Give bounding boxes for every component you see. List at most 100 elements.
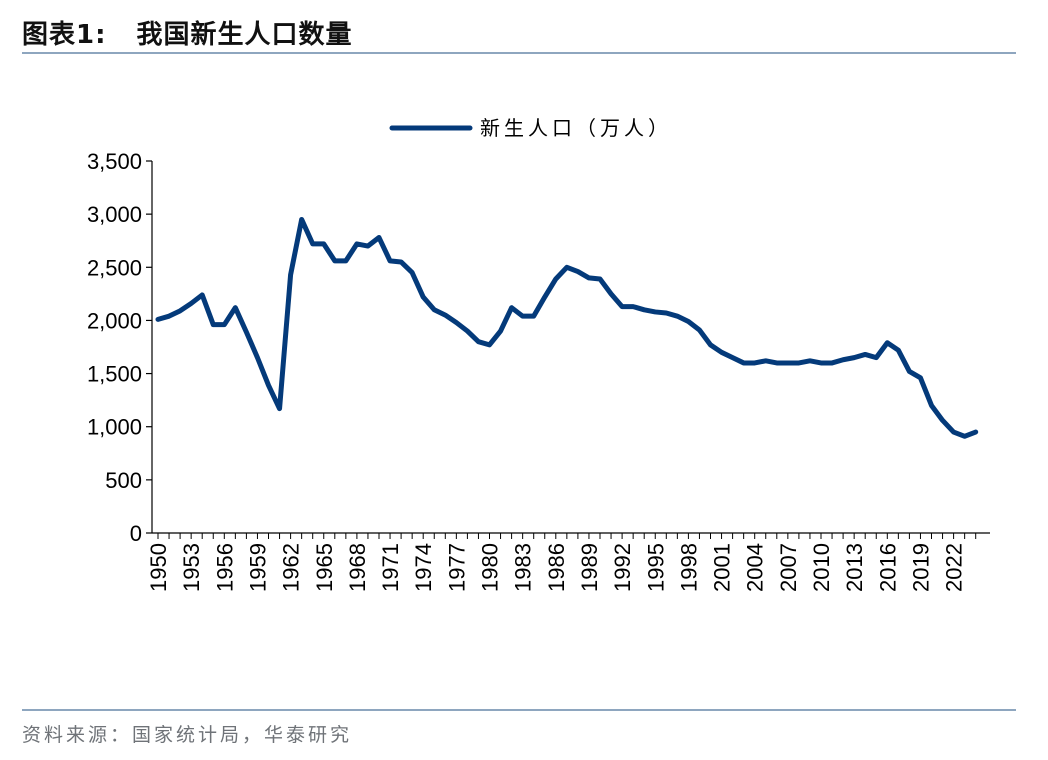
line-chart: 新生人口（万人） 0 500 1,000 1,500 2,000 2,500 3,000 3,…: [0, 0, 1048, 700]
y-tick-label: 2,500: [87, 255, 142, 280]
data-point-1960: [267, 383, 271, 387]
data-point-1966: [333, 259, 337, 263]
data-point-2018: [907, 369, 911, 373]
data-point-1996: [664, 311, 668, 315]
data-point-1988: [576, 270, 580, 274]
data-point-1954: [200, 293, 204, 297]
data-point-2009: [808, 359, 812, 363]
data-point-1964: [311, 242, 315, 246]
data-point-2015: [874, 356, 878, 360]
y-tick-label: 3,000: [87, 202, 142, 227]
data-point-1952: [178, 309, 182, 313]
y-tick-label: 3,500: [87, 149, 142, 174]
data-point-2005: [764, 359, 768, 363]
x-tick-label: 1974: [411, 543, 436, 592]
x-tick-label: 2022: [942, 543, 967, 592]
data-point-1986: [554, 277, 558, 281]
x-tick-label: 1971: [378, 543, 403, 592]
x-tick-label: 1962: [279, 543, 304, 592]
data-point-1998: [686, 319, 690, 323]
y-tick-label: 1,000: [87, 415, 142, 440]
x-tick-label: 1959: [245, 543, 270, 592]
data-point-2001: [720, 350, 724, 354]
data-point-1955: [211, 323, 215, 327]
x-tick-label: 1965: [312, 543, 337, 592]
data-point-1956: [222, 323, 226, 327]
data-point-2004: [753, 361, 757, 365]
data-point-2002: [731, 356, 735, 360]
data-point-1972: [399, 260, 403, 264]
data-point-1953: [189, 301, 193, 305]
data-point-1969: [366, 244, 370, 248]
data-point-1978: [465, 329, 469, 333]
data-point-1967: [344, 259, 348, 263]
data-point-1958: [244, 330, 248, 334]
x-tick-label: 1983: [511, 543, 536, 592]
data-point-2014: [863, 352, 867, 356]
data-point-1950: [156, 317, 160, 321]
data-point-1973: [410, 271, 414, 275]
data-point-1999: [697, 328, 701, 332]
x-tick-label: 1956: [212, 543, 237, 592]
data-point-1994: [642, 308, 646, 312]
x-tick-label: 1980: [478, 543, 503, 592]
data-point-1992: [620, 305, 624, 309]
data-point-2011: [830, 361, 834, 365]
x-tick-label: 2016: [875, 543, 900, 592]
x-tick-label: 2001: [710, 543, 735, 592]
data-point-1974: [421, 295, 425, 299]
data-point-1951: [167, 314, 171, 318]
data-point-1981: [499, 329, 503, 333]
data-point-1980: [488, 343, 492, 347]
y-tick-label: 0: [130, 521, 142, 546]
data-point-1985: [543, 295, 547, 299]
data-point-1982: [510, 306, 514, 310]
bottom-divider: [22, 709, 1016, 711]
x-tick-label: 2013: [842, 543, 867, 592]
x-tick-label: 1953: [179, 543, 204, 592]
x-tick-label: 1986: [544, 543, 569, 592]
data-point-1962: [289, 273, 293, 277]
data-point-1959: [255, 356, 259, 360]
data-point-1993: [631, 305, 635, 309]
data-point-1989: [587, 276, 591, 280]
data-point-2023: [963, 434, 967, 438]
data-point-2000: [709, 343, 713, 347]
data-point-2022: [952, 430, 956, 434]
data-point-1991: [609, 292, 613, 296]
data-point-2019: [918, 376, 922, 380]
data-point-2008: [797, 361, 801, 365]
data-point-2007: [786, 361, 790, 365]
x-tick-label: 2007: [776, 543, 801, 592]
data-point-2012: [841, 358, 845, 362]
y-axis-ticks: 05001,0001,5002,0002,5003,0003,500: [87, 149, 152, 546]
axes: [152, 161, 990, 533]
data-point-2010: [819, 361, 823, 365]
x-axis-ticks: 1950 1953 1956 1959 1962 1965 1968 1971 1974 1977…: [146, 533, 976, 592]
data-point-1990: [598, 277, 602, 281]
data-point-1957: [233, 306, 237, 310]
data-point-1961: [278, 407, 282, 411]
x-tick-label: 1968: [345, 543, 370, 592]
y-tick-label: 500: [105, 468, 142, 493]
data-point-2006: [775, 361, 779, 365]
source-note: 资料来源：国家统计局，华泰研究: [22, 720, 352, 747]
legend-label: 新生人口（万人）: [480, 116, 672, 140]
x-tick-label: 1995: [643, 543, 668, 592]
data-point-1995: [653, 310, 657, 314]
data-point-1965: [322, 242, 326, 246]
x-tick-label: 1989: [577, 543, 602, 592]
legend: 新生人口（万人）: [392, 116, 672, 140]
x-tick-label: 1992: [610, 543, 635, 592]
x-tick-label: 2019: [908, 543, 933, 592]
data-point-2003: [742, 361, 746, 365]
data-point-2016: [885, 341, 889, 345]
data-point-2020: [930, 403, 934, 407]
data-point-2021: [941, 418, 945, 422]
data-point-2017: [896, 348, 900, 352]
data-point-1977: [454, 321, 458, 325]
data-point-1963: [300, 217, 304, 221]
data-point-1979: [476, 340, 480, 344]
x-tick-label: 2010: [809, 543, 834, 592]
data-point-1976: [443, 313, 447, 317]
